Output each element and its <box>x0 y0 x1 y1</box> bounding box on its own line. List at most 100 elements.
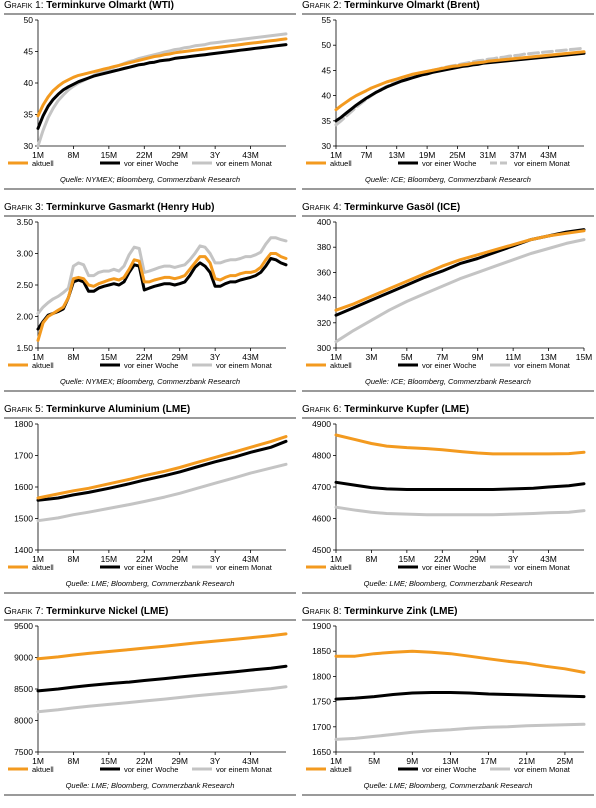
x-tick-label: 1M <box>32 352 44 362</box>
figure-number: Grafik 4: <box>302 202 345 213</box>
x-tick-label: 1M <box>330 352 342 362</box>
series-line-vor-einem-monat <box>36 462 288 523</box>
y-tick-label: 360 <box>317 267 331 277</box>
y-tick-label: 1500 <box>14 514 33 524</box>
y-tick-label: 3.50 <box>16 218 33 227</box>
line-chart: 7500 8000 8500 9000 9500 1M 8M 15M 22M 29M 3Y 43M ak… <box>8 622 288 774</box>
x-tick-label: 3Y <box>210 554 221 564</box>
x-tick-label: 29M <box>469 554 486 564</box>
source-note: Quelle: LME; Bloomberg, Commerzbank Rese… <box>363 781 533 790</box>
x-tick-label: 1M <box>330 756 342 766</box>
chart-title: Grafik 3: Terminkurve Gasmarkt (Henry Hu… <box>4 202 296 216</box>
legend-label-vor-einer-woche: vor einer Woche <box>422 361 476 370</box>
bottom-rule <box>4 390 296 392</box>
x-tick-label: 13M <box>442 756 459 766</box>
y-tick-label: 1600 <box>14 482 33 492</box>
x-tick-label: 1M <box>32 554 44 564</box>
legend-label-aktuell: aktuell <box>32 765 54 774</box>
x-tick-label: 8M <box>68 352 80 362</box>
series-line-vor-einer-woche <box>36 43 288 130</box>
y-tick-label: 1750 <box>312 697 331 707</box>
legend-label-vor-einem-monat: vor einem Monat <box>514 159 571 168</box>
series-line-aktuell <box>36 632 288 661</box>
x-tick-label: 43M <box>242 352 259 362</box>
x-tick-label: 3Y <box>210 150 221 160</box>
x-tick-label: 3Y <box>508 554 519 564</box>
y-tick-label: 45 <box>322 65 332 75</box>
x-tick-label: 31M <box>480 150 497 160</box>
bottom-rule <box>302 794 594 796</box>
series-line-vor-einem-monat <box>36 685 288 714</box>
figure-number: Grafik 7: <box>4 606 47 617</box>
chart-panel-6: Grafik 6: Terminkurve Kupfer (LME) 4500 46… <box>302 404 594 606</box>
x-tick-label: 29M <box>171 554 188 564</box>
y-tick-label: 30 <box>322 141 332 151</box>
chart-title: Grafik 4: Terminkurve Gasöl (ICE) <box>302 202 594 216</box>
chart-panel-5: Grafik 5: Terminkurve Aluminium (LME) 140… <box>4 404 296 606</box>
x-tick-label: 3Y <box>210 352 221 362</box>
x-tick-label: 25M <box>449 150 466 160</box>
bottom-rule <box>4 188 296 190</box>
bottom-rule <box>4 794 296 796</box>
x-tick-label: 29M <box>171 756 188 766</box>
x-tick-label: 3M <box>366 352 378 362</box>
title-rule <box>4 619 296 621</box>
y-tick-label: 35 <box>24 110 34 120</box>
legend-label-vor-einer-woche: vor einer Woche <box>124 563 178 572</box>
title-rule <box>4 417 296 419</box>
x-tick-label: 15M <box>101 756 118 766</box>
series-line-vor-einer-woche <box>334 691 586 701</box>
line-chart: 1650 1700 1750 1800 1850 1900 1M 5M 9M 13M 17M 21M 2… <box>306 622 586 774</box>
chart-panel-7: Grafik 7: Terminkurve Nickel (LME) 7500 80… <box>4 606 296 808</box>
line-chart: 1400 1500 1600 1700 1800 1M 8M 15M 22M 29M 3Y 43M ak… <box>8 420 288 572</box>
y-tick-label: 320 <box>317 318 331 328</box>
legend-label-aktuell: aktuell <box>330 563 352 572</box>
x-tick-label: 9M <box>406 756 418 766</box>
figure-number: Grafik 1: <box>4 0 47 11</box>
y-tick-label: 1900 <box>312 622 331 631</box>
y-tick-label: 1.50 <box>16 343 33 353</box>
title-rule <box>4 13 296 15</box>
legend-label-vor-einer-woche: vor einer Woche <box>422 765 476 774</box>
title-rule <box>302 619 594 621</box>
source-note: Quelle: ICE; Bloomberg, Commerzbank Rese… <box>365 377 531 386</box>
x-tick-label: 5M <box>401 352 413 362</box>
series-line-vor-einem-monat <box>334 505 586 517</box>
source-note: Quelle: LME; Bloomberg, Commerzbank Rese… <box>65 781 235 790</box>
legend-label-vor-einem-monat: vor einem Monat <box>514 361 571 370</box>
legend-label-vor-einer-woche: vor einer Woche <box>124 159 178 168</box>
title-rule <box>302 417 594 419</box>
y-tick-label: 3.00 <box>16 249 33 259</box>
series-line-aktuell <box>36 37 288 118</box>
figure-number: Grafik 5: <box>4 404 47 415</box>
legend-label-aktuell: aktuell <box>32 159 54 168</box>
x-tick-label: 22M <box>136 150 153 160</box>
legend-label-aktuell: aktuell <box>330 765 352 774</box>
series-line-vor-einer-woche <box>36 439 288 502</box>
bottom-rule <box>302 188 594 190</box>
y-tick-label: 340 <box>317 293 331 303</box>
y-tick-label: 50 <box>24 16 34 25</box>
legend-label-aktuell: aktuell <box>330 159 352 168</box>
source-note: Quelle: ICE; Bloomberg, Commerzbank Rese… <box>365 175 531 184</box>
line-chart: 30 35 40 45 50 1M 8M 15M 22M 29M 3Y 43M aktuell vor e… <box>8 16 288 168</box>
x-tick-label: 1M <box>330 150 342 160</box>
x-tick-label: 15M <box>101 150 118 160</box>
x-tick-label: 43M <box>540 150 557 160</box>
y-tick-label: 1800 <box>14 420 33 429</box>
chart-title: Grafik 5: Terminkurve Aluminium (LME) <box>4 404 296 418</box>
series-line-vor-einem-monat <box>36 236 288 315</box>
y-tick-label: 8500 <box>14 684 33 694</box>
x-tick-label: 22M <box>136 756 153 766</box>
x-tick-label: 3Y <box>210 756 221 766</box>
y-tick-label: 8000 <box>14 716 33 726</box>
x-tick-label: 11M <box>505 352 521 362</box>
x-tick-label: 43M <box>242 756 259 766</box>
source-note: Quelle: LME; Bloomberg, Commerzbank Rese… <box>363 579 533 588</box>
series-line-vor-einer-woche <box>334 480 586 491</box>
y-tick-label: 1800 <box>312 671 331 681</box>
figure-title: Terminkurve Kupfer (LME) <box>344 404 470 415</box>
chart-panel-1: Grafik 1: Terminkurve Olmarkt (WTI) 30 35 4… <box>4 0 296 202</box>
series-line-vor-einer-woche <box>36 257 288 331</box>
chart-title: Grafik 6: Terminkurve Kupfer (LME) <box>302 404 594 418</box>
